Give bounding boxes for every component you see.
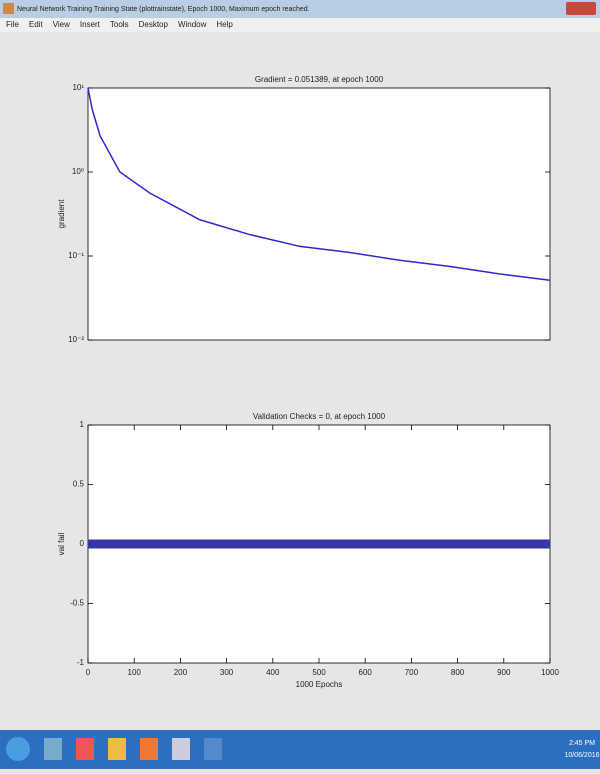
menu-item[interactable]: Help [216,20,233,29]
clock-date: 10/06/2016 [564,752,599,759]
start-button[interactable] [6,737,30,761]
chart-title: Validation Checks = 0, at epoch 1000 [253,412,386,421]
x-tick-label: 100 [128,668,142,677]
menu-item[interactable]: Insert [80,20,101,29]
y-tick-label: 0 [80,539,85,548]
y-tick-label: 0.5 [73,480,85,489]
y-axis-label: val fail [57,532,66,555]
app-icon [3,3,14,14]
plot-area [88,88,550,340]
screen: Neural Network Training Training State (… [0,0,600,769]
x-tick-label: 300 [220,668,234,677]
menu-item[interactable]: Tools [110,20,129,29]
y-tick-label: -1 [77,658,85,667]
y-tick-label: 10¹ [72,83,84,92]
y-tick-label: 10⁻² [68,335,84,344]
menu-item[interactable]: Desktop [139,20,169,29]
taskbar-icon[interactable] [204,738,222,760]
x-tick-label: 900 [497,668,511,677]
window-title: Neural Network Training Training State (… [17,6,310,13]
x-tick-label: 600 [359,668,373,677]
menu-item[interactable]: Window [178,20,207,29]
x-tick-label: 500 [312,668,326,677]
x-tick-label: 200 [174,668,188,677]
y-tick-label: -0.5 [70,599,84,608]
x-tick-label: 1000 [541,668,559,677]
page: Neural Network Training Training State (… [0,0,600,769]
x-axis-label: 1000 Epochs [296,680,343,689]
menu-item[interactable]: View [53,20,70,29]
close-button[interactable] [566,2,596,15]
taskbar-icon[interactable] [44,738,62,760]
y-axis-label: gradient [57,199,66,229]
x-tick-label: 400 [266,668,280,677]
taskbar-icon[interactable] [140,738,158,760]
taskbar-icon[interactable] [76,738,94,760]
menu-item[interactable]: File [6,20,19,29]
taskbar-icon[interactable] [172,738,190,760]
taskbar-icon[interactable] [108,738,126,760]
y-tick-label: 10⁻¹ [68,251,84,260]
y-tick-label: 1 [80,420,85,429]
menu-item[interactable]: Edit [29,20,44,29]
y-tick-label: 10⁰ [72,167,84,176]
clock-time: 2:45 PM [569,740,595,747]
x-tick-label: 700 [405,668,419,677]
x-tick-label: 0 [86,668,91,677]
chart-title: Gradient = 0.051389, at epoch 1000 [255,75,384,84]
x-tick-label: 800 [451,668,465,677]
